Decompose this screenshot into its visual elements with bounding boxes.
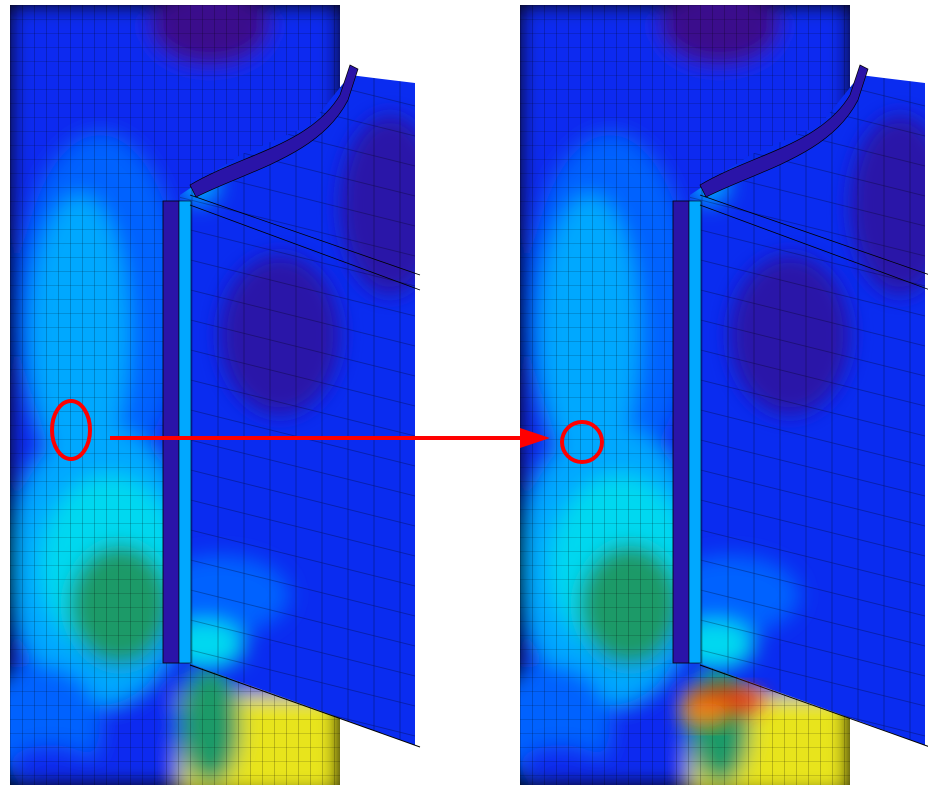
highlight-circle: [560, 420, 604, 464]
panel-after: [490, 0, 928, 787]
panel-before: [0, 0, 440, 787]
highlight-ellipse: [50, 399, 92, 461]
arrow-head-icon: [520, 428, 550, 448]
